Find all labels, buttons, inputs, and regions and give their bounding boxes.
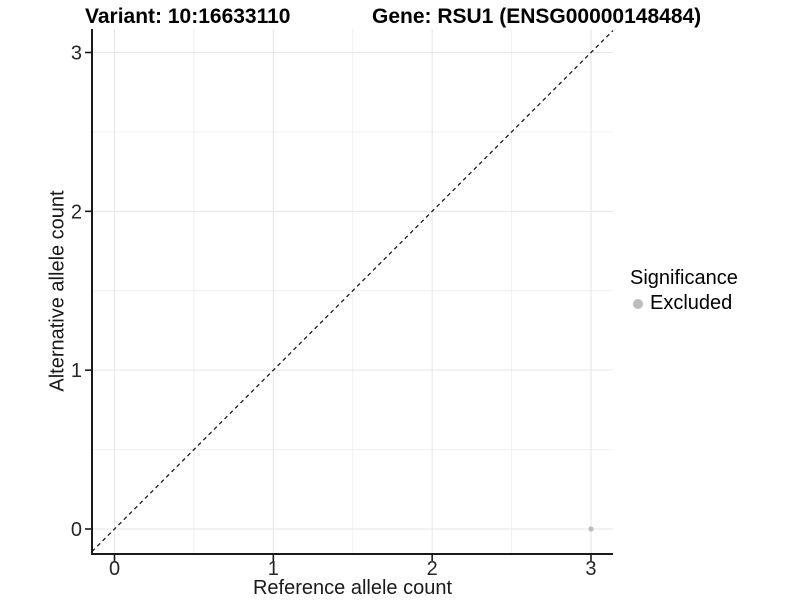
y-tick-label: 0 xyxy=(71,519,82,541)
gene-title: Gene: RSU1 (ENSG00000148484) xyxy=(372,5,702,28)
y-tick-label: 3 xyxy=(71,43,82,65)
legend: Significance Excluded xyxy=(630,267,738,315)
y-tick-label: 1 xyxy=(71,360,82,382)
legend-item-excluded: Excluded xyxy=(630,292,738,315)
x-tick-label: 1 xyxy=(268,558,279,580)
identity-reference-line xyxy=(91,30,614,552)
excluded-dot-icon xyxy=(633,298,643,309)
x-axis-title: Reference allele count xyxy=(252,577,452,599)
variant-title: Variant: 10:16633110 xyxy=(85,5,291,28)
x-tick-label: 0 xyxy=(109,558,120,580)
x-tick-label: 2 xyxy=(427,558,438,580)
data-point-excluded xyxy=(588,526,594,532)
x-tick-label: 3 xyxy=(585,558,596,580)
y-tick-label: 2 xyxy=(71,201,82,223)
y-axis-title: Alternative allele count xyxy=(46,190,69,392)
legend-item-label: Excluded xyxy=(650,292,733,314)
legend-title: Significance xyxy=(630,267,738,289)
